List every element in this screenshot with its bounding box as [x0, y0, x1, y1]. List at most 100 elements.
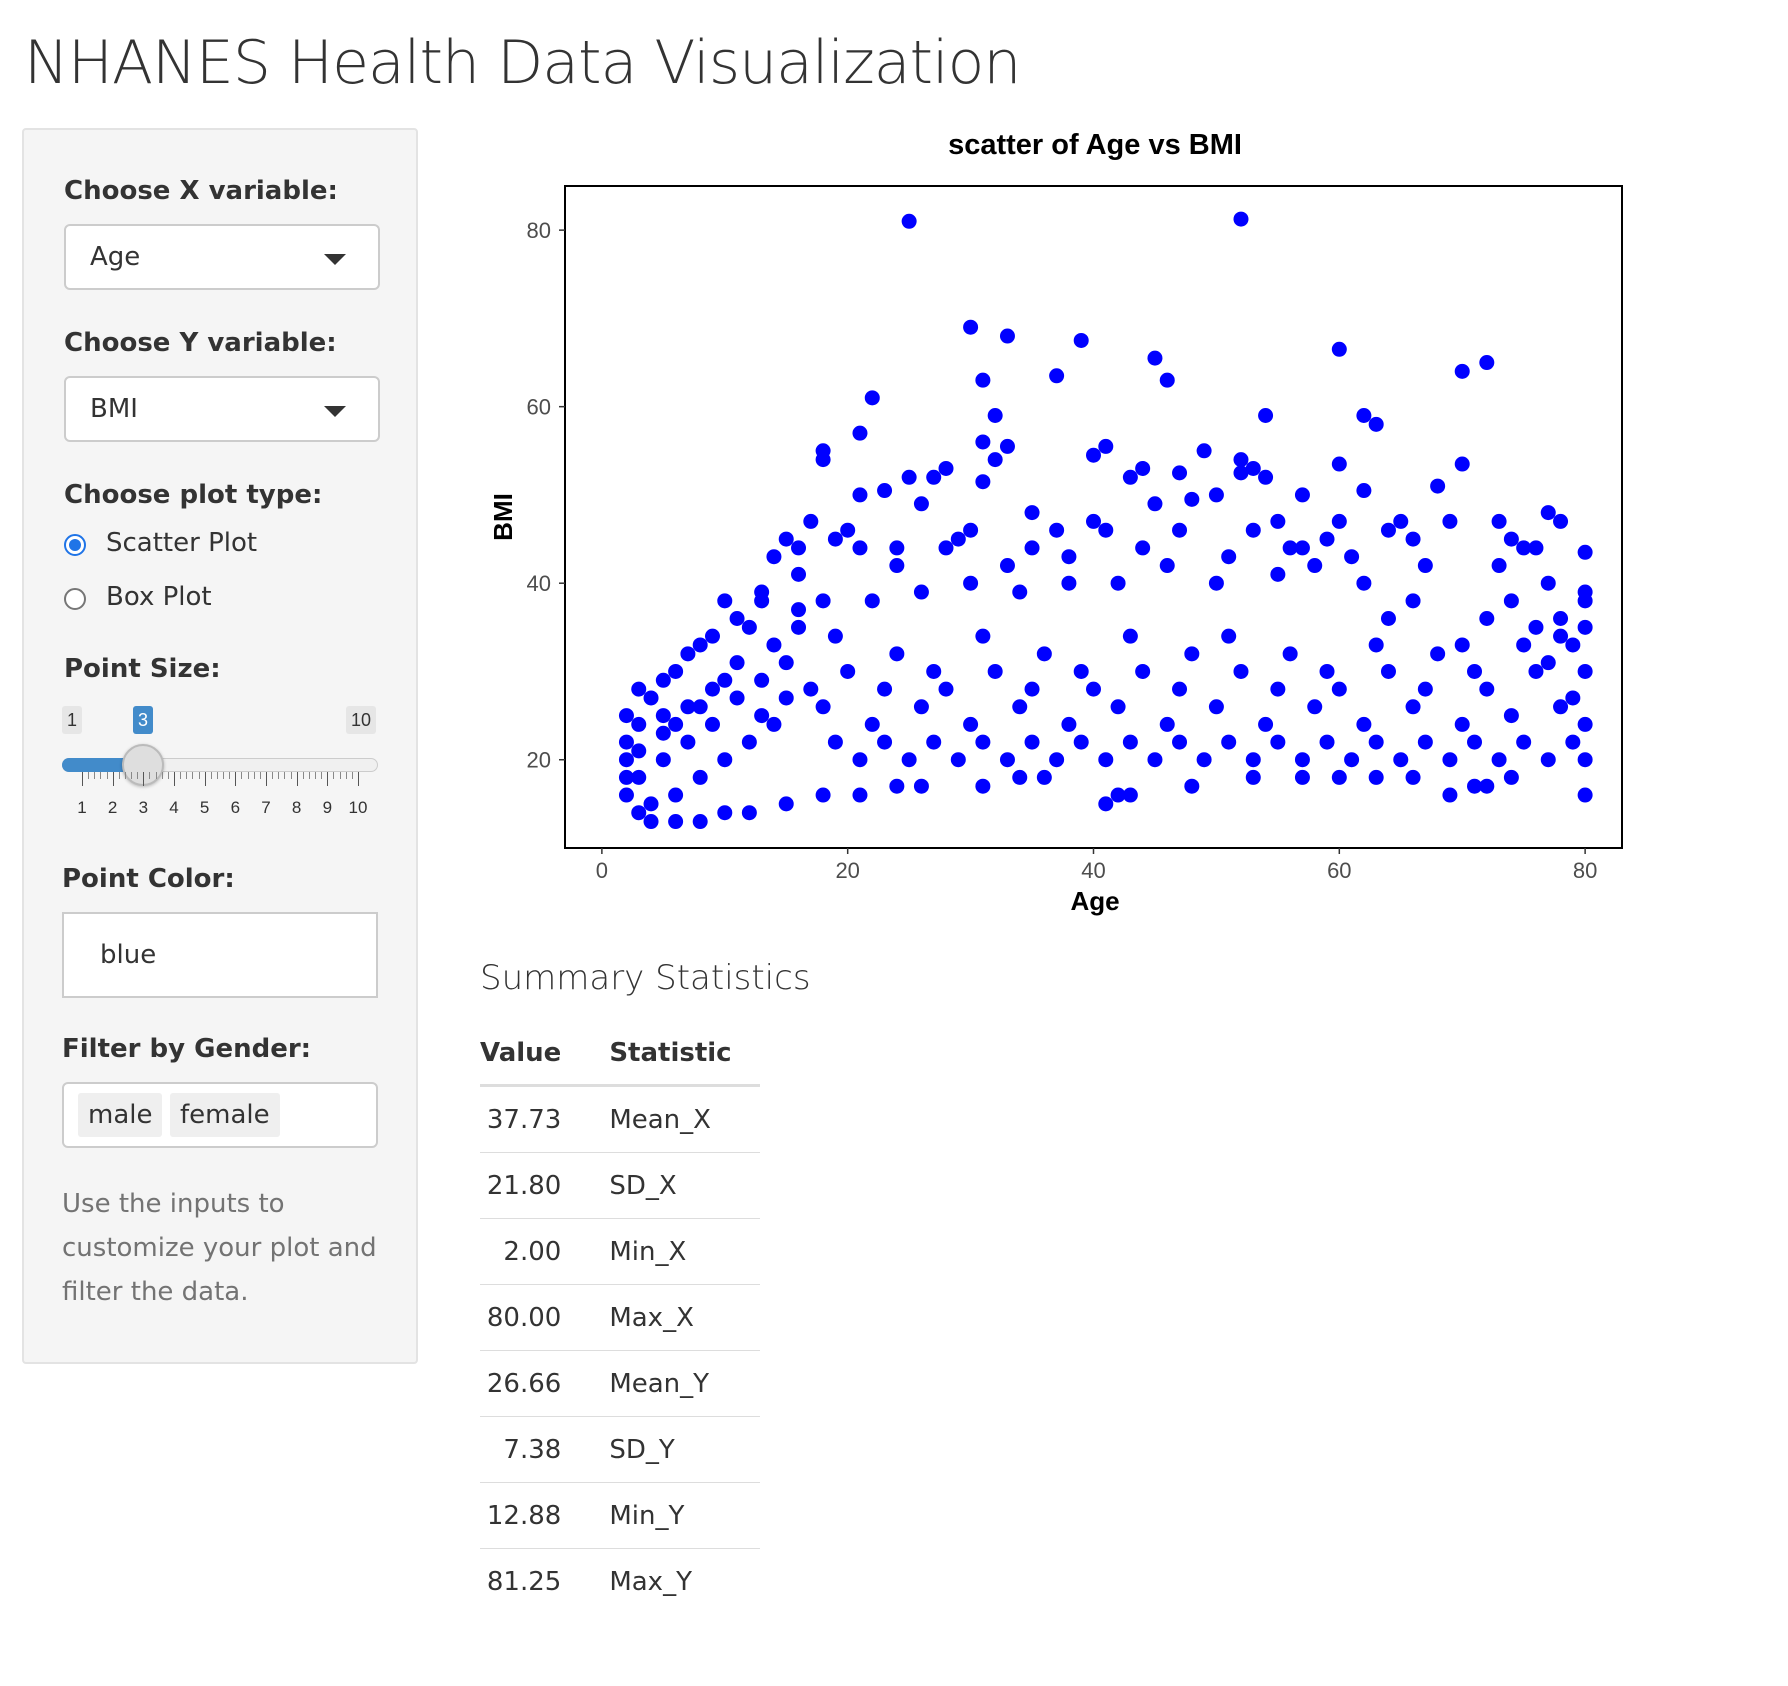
slider-major-tick	[143, 772, 145, 786]
scatter-point	[1553, 699, 1569, 715]
scatter-point	[889, 558, 905, 574]
scatter-point	[1417, 734, 1433, 750]
scatter-point	[1122, 787, 1138, 803]
scatter-point	[815, 787, 831, 803]
stat-value: 12.88	[480, 1482, 584, 1549]
scatter-point	[950, 752, 966, 768]
scatter-point	[1540, 575, 1556, 591]
gender-chip-male[interactable]: male	[78, 1093, 163, 1137]
scatter-point	[1380, 522, 1396, 538]
scatter-point	[840, 522, 856, 538]
slider-minor-tick	[241, 772, 243, 779]
slider-value-label: 3	[133, 706, 154, 734]
scatter-point	[1417, 681, 1433, 697]
gender-chip-female[interactable]: female	[170, 1093, 280, 1137]
slider-tick-label: 10	[348, 798, 368, 817]
scatter-point	[1110, 575, 1126, 591]
point-color-input[interactable]: blue	[62, 912, 378, 998]
scatter-point	[963, 575, 979, 591]
scatter-point	[1368, 769, 1384, 785]
scatter-point	[778, 796, 794, 812]
scatter-point	[1479, 681, 1495, 697]
scatter-point	[729, 655, 745, 671]
sidebar-panel: Choose X variable: Age Choose Y variable…	[22, 128, 418, 1364]
scatter-point	[1479, 355, 1495, 371]
radio-checked-icon[interactable]	[64, 534, 86, 556]
scatter-point	[1405, 769, 1421, 785]
scatter-point	[1135, 663, 1151, 679]
scatter-point	[963, 716, 979, 732]
scatter-point	[1086, 681, 1101, 697]
slider-major-tick	[235, 772, 237, 786]
scatter-point	[1356, 716, 1372, 732]
scatter-point	[1331, 769, 1347, 785]
scatter-point	[1122, 628, 1138, 644]
scatter-point	[1024, 505, 1040, 521]
scatter-point	[668, 814, 684, 830]
scatter-point	[655, 752, 671, 768]
slider-minor-tick	[94, 772, 96, 779]
scatter-point	[1405, 531, 1421, 547]
scatter-point	[631, 743, 647, 759]
slider-max-label: 10	[346, 706, 377, 734]
scatter-point	[618, 787, 634, 803]
slider-minor-tick	[259, 772, 261, 779]
scatter-point	[1258, 716, 1274, 732]
scatter-point	[864, 390, 880, 406]
scatter-point	[987, 407, 1003, 423]
scatter-point	[1553, 628, 1569, 644]
slider-major-tick	[327, 772, 329, 786]
slider-minor-tick	[253, 772, 255, 779]
slider-minor-tick	[290, 772, 292, 779]
scatter-point	[938, 681, 954, 697]
scatter-point	[1159, 372, 1175, 388]
x-variable-select[interactable]: Age	[64, 224, 380, 290]
scatter-point	[1368, 416, 1384, 432]
scatter-point	[1122, 734, 1138, 750]
scatter-point	[643, 814, 659, 830]
x-variable-label: Choose X variable:	[64, 176, 338, 206]
slider-tick-label: 3	[138, 798, 149, 817]
slider-minor-tick	[210, 772, 212, 779]
stat-value: 37.73	[480, 1085, 584, 1153]
scatter-point	[1491, 752, 1507, 768]
scatter-point	[1036, 646, 1052, 662]
radio-unchecked-icon[interactable]	[64, 588, 86, 610]
gender-filter-input[interactable]: male female	[62, 1082, 378, 1148]
scatter-point	[631, 716, 647, 732]
scatter-point	[1098, 438, 1114, 454]
scatter-point	[1331, 513, 1347, 529]
scatter-point	[1577, 663, 1593, 679]
scatter-point	[938, 540, 954, 556]
scatter-point	[1245, 769, 1261, 785]
slider-major-tick	[174, 772, 175, 786]
slider-major-tick	[204, 772, 206, 786]
scatter-point	[766, 637, 782, 653]
scatter-point	[938, 460, 954, 476]
slider-major-tick	[358, 772, 359, 786]
slider-minor-tick	[216, 772, 218, 779]
scatter-point	[643, 796, 659, 812]
column-header-statistic: Statistic	[583, 1022, 760, 1087]
scatter-point	[1184, 491, 1200, 507]
x-tick-label: 60	[1327, 858, 1351, 883]
scatter-point	[1196, 752, 1212, 768]
scatter-point	[913, 778, 929, 794]
scatter-point	[1577, 619, 1593, 635]
y-variable-select[interactable]: BMI	[64, 376, 380, 442]
scatter-point	[1417, 558, 1433, 574]
scatter-point	[852, 540, 868, 556]
scatter-point	[1442, 513, 1458, 529]
stat-value: 7.38	[480, 1416, 584, 1483]
scatter-point	[1356, 575, 1372, 591]
scatter-point	[877, 734, 893, 750]
table-row: 12.88 Min_Y	[480, 1482, 760, 1549]
scatter-point	[631, 769, 647, 785]
scatter-point	[1086, 447, 1101, 463]
stat-name: Mean_X	[583, 1085, 760, 1153]
table-row: 2.00 Min_X	[480, 1218, 760, 1285]
chart-title: scatter of Age vs BMI	[948, 129, 1242, 161]
x-axis-label: Age	[1070, 886, 1119, 916]
scatter-point	[766, 716, 782, 732]
radio-label: Scatter Plot	[106, 528, 258, 558]
